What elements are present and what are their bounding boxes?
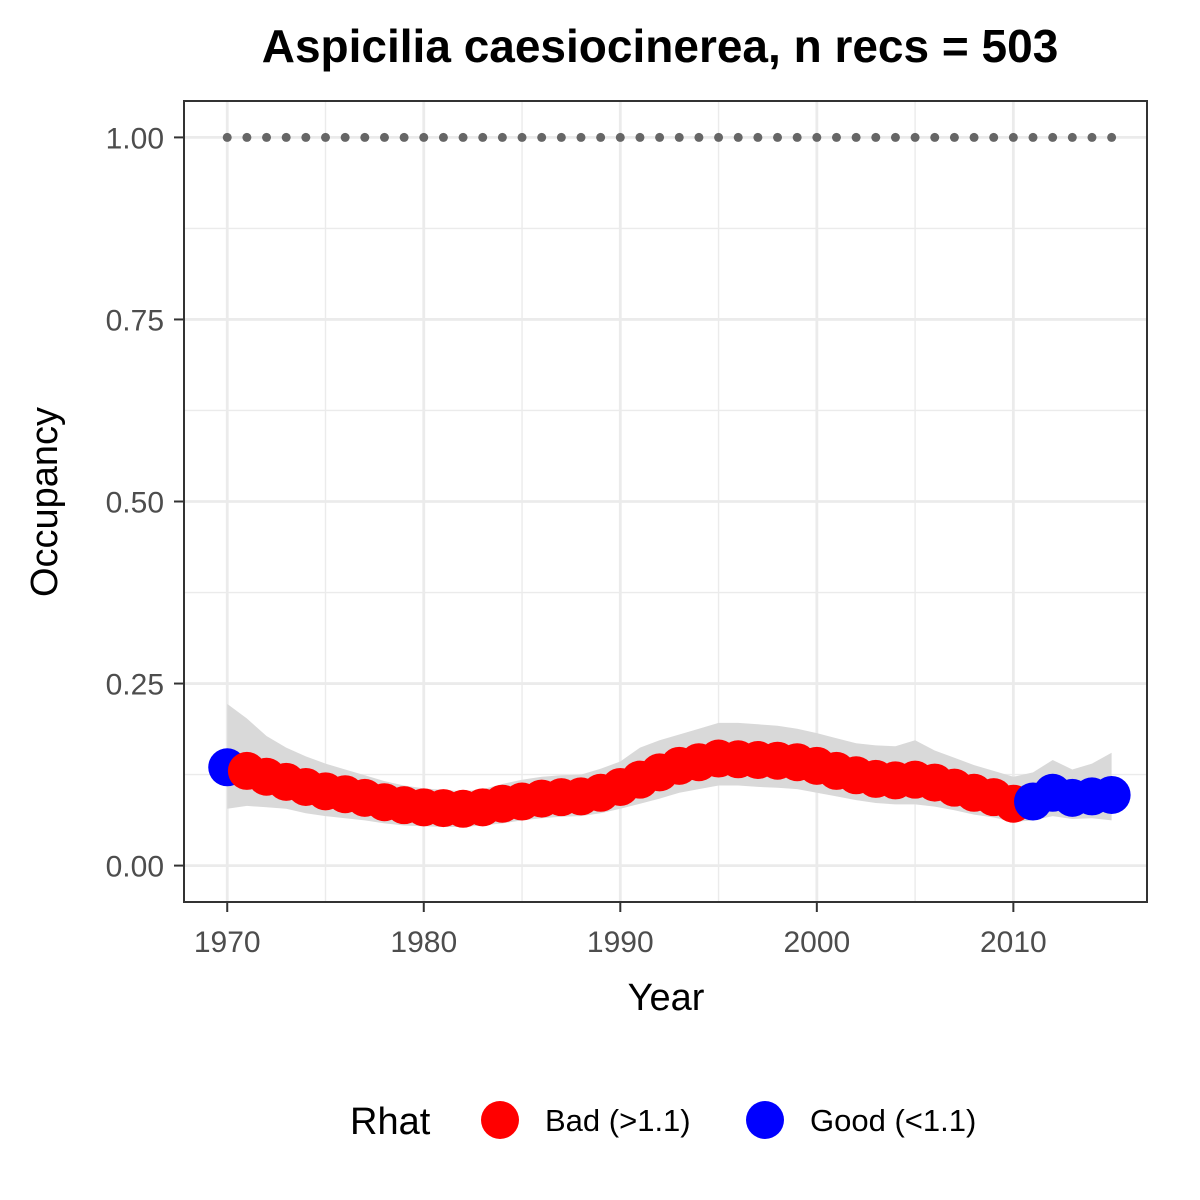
- reference-point: [478, 132, 488, 142]
- reference-point: [969, 132, 979, 142]
- reference-point: [1028, 132, 1038, 142]
- grid: [184, 101, 1147, 902]
- reference-point: [655, 132, 665, 142]
- x-tick-label: 2000: [783, 926, 850, 959]
- x-axis-title: Year: [628, 977, 705, 1019]
- reference-point: [596, 132, 606, 142]
- reference-point: [1048, 132, 1058, 142]
- reference-point: [301, 132, 311, 142]
- x-tick-label: 2010: [980, 926, 1047, 959]
- reference-point: [812, 132, 822, 142]
- reference-point: [773, 132, 783, 142]
- reference-point: [360, 132, 370, 142]
- x-tick-label: 1980: [390, 926, 457, 959]
- reference-point: [242, 132, 252, 142]
- reference-point: [576, 132, 586, 142]
- reference-point: [517, 132, 527, 142]
- reference-point: [635, 132, 645, 142]
- occupancy-points: [208, 739, 1131, 828]
- reference-point: [321, 132, 331, 142]
- reference-point: [890, 132, 900, 142]
- reference-point: [1087, 132, 1097, 142]
- reference-point: [458, 132, 468, 142]
- chart-title: Aspicilia caesiocinerea, n recs = 503: [262, 20, 1059, 72]
- reference-point: [733, 132, 743, 142]
- reference-points: [222, 132, 1117, 142]
- y-tick-label: 0.50: [106, 487, 164, 520]
- y-tick-label: 0.25: [106, 669, 164, 702]
- x-axis-ticks: 1970 1980 1990 2000 2010: [194, 903, 1047, 959]
- reference-point: [930, 132, 940, 142]
- reference-point: [989, 132, 999, 142]
- reference-point: [949, 132, 959, 142]
- legend: Rhat Bad (>1.1) Good (<1.1): [350, 1101, 976, 1143]
- y-tick-label: 1.00: [106, 122, 164, 155]
- legend-title: Rhat: [350, 1101, 431, 1143]
- x-tick-label: 1970: [194, 926, 261, 959]
- occupancy-point-good: [1092, 775, 1131, 814]
- reference-point: [438, 132, 448, 142]
- legend-label-bad: Bad (>1.1): [545, 1103, 691, 1138]
- reference-point: [1067, 132, 1077, 142]
- y-tick-label: 0.00: [106, 851, 164, 884]
- legend-key-bad: [481, 1101, 519, 1139]
- reference-point: [753, 132, 763, 142]
- reference-point: [910, 132, 920, 142]
- y-axis-ticks: 0.00 0.25 0.50 0.75 1.00: [106, 122, 183, 884]
- y-tick-label: 0.75: [106, 304, 164, 337]
- reference-point: [262, 132, 272, 142]
- reference-point: [831, 132, 841, 142]
- reference-point: [694, 132, 704, 142]
- panel-border: [183, 100, 1148, 903]
- reference-point: [792, 132, 802, 142]
- reference-point: [851, 132, 861, 142]
- reference-point: [399, 132, 409, 142]
- reference-point: [497, 132, 507, 142]
- legend-key-good: [746, 1101, 784, 1139]
- reference-point: [1008, 132, 1018, 142]
- reference-point: [674, 132, 684, 142]
- reference-point: [1107, 132, 1117, 142]
- reference-point: [537, 132, 547, 142]
- reference-point: [615, 132, 625, 142]
- reference-point: [556, 132, 566, 142]
- reference-point: [379, 132, 389, 142]
- reference-point: [714, 132, 724, 142]
- y-axis-title: Occupancy: [24, 407, 66, 597]
- reference-point: [340, 132, 350, 142]
- x-tick-label: 1990: [587, 926, 654, 959]
- reference-point: [871, 132, 881, 142]
- reference-point: [419, 132, 429, 142]
- legend-label-good: Good (<1.1): [810, 1103, 976, 1138]
- reference-point: [281, 132, 291, 142]
- reference-point: [222, 132, 232, 142]
